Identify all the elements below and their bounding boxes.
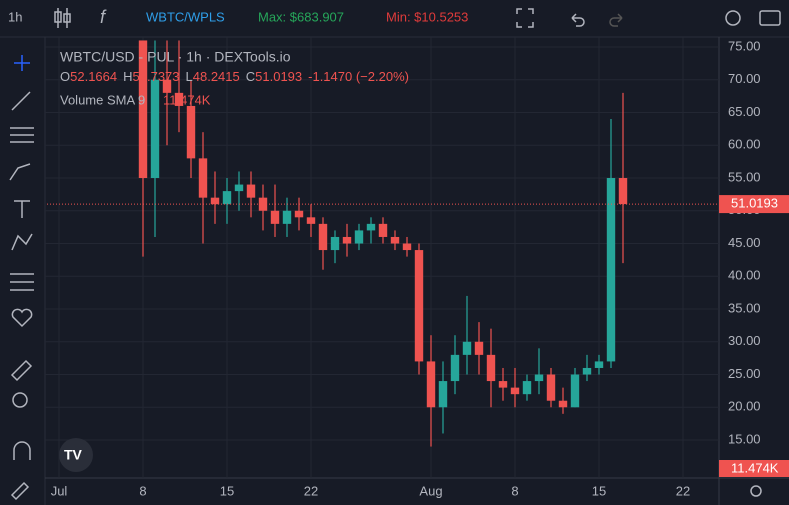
candle-body: [522, 381, 532, 395]
x-tick-label: 22: [304, 483, 318, 498]
volume-box: [719, 460, 789, 477]
y-tick-label: 30.00: [728, 333, 761, 348]
ohlc-legend: O52.1664 H53.7373 L48.2415 C51.0193 -1.1470 …: [60, 69, 409, 84]
volume-label: 11.474K: [731, 460, 779, 475]
candle-body: [510, 387, 520, 395]
x-tick-label: 8: [139, 483, 146, 498]
candle-body: [378, 223, 388, 237]
candle-body: [606, 178, 616, 362]
candle-body: [234, 184, 244, 192]
settings-icon[interactable]: [725, 10, 741, 26]
candle-body: [330, 236, 340, 251]
x-tick-label: Jul: [51, 483, 68, 498]
x-tick-label: 8: [511, 483, 518, 498]
y-tick-label: 60.00: [728, 137, 761, 152]
y-tick-label: 20.00: [728, 399, 761, 414]
tv-logo: TV: [59, 438, 93, 472]
candle-body: [318, 223, 328, 251]
y-tick-label: 40.00: [728, 268, 761, 283]
candles: [138, 40, 628, 447]
candle-body: [162, 79, 172, 93]
candle-body: [450, 354, 460, 382]
y-tick-label: 15.00: [728, 431, 761, 446]
candle-body: [174, 92, 184, 106]
last-price-label: 51.0193: [731, 196, 778, 211]
camera-icon[interactable]: [759, 10, 781, 26]
candle-body: [570, 374, 580, 408]
fullscreen-icon[interactable]: [516, 8, 534, 28]
candle-body: [546, 374, 556, 401]
y-tick-label: 75.00: [728, 38, 761, 53]
ohlc-value: 52.1664: [70, 69, 117, 84]
y-tick-label: 45.00: [728, 235, 761, 250]
candle-body: [498, 381, 508, 388]
candle-body: [342, 236, 352, 244]
candle-body: [558, 400, 568, 408]
left-toolbar[interactable]: [9, 55, 34, 501]
ohlc-key: C: [246, 69, 255, 84]
max-price: Max: $683.907: [258, 9, 344, 24]
candle-body: [402, 243, 412, 251]
indicators-icon[interactable]: f: [100, 7, 107, 27]
candle-body: [438, 381, 448, 408]
ohlc-key: L: [186, 69, 193, 84]
volume-legend-value: 11.474K: [163, 92, 211, 107]
candle-body: [354, 230, 364, 244]
x-tick-label: 15: [592, 483, 606, 498]
ohlc-change: -1.1470 (−2.20%): [308, 69, 409, 84]
candle-body: [294, 210, 304, 218]
undo-icon[interactable]: [571, 13, 585, 27]
y-tick-label: 35.00: [728, 300, 761, 315]
candle-body: [210, 197, 220, 205]
volume-legend-label: Volume SMA 9: [60, 92, 145, 107]
x-tick-label: Aug: [419, 483, 442, 498]
candle-body: [282, 210, 292, 224]
last-price-box: [719, 195, 789, 214]
redo-icon[interactable]: [609, 13, 623, 27]
candle-body: [594, 361, 604, 368]
axis-settings-icon[interactable]: [750, 485, 762, 497]
y-tick-label: 65.00: [728, 104, 761, 119]
ohlc-value: 48.2415: [193, 69, 240, 84]
candle-body: [390, 236, 400, 244]
candle-body: [222, 191, 232, 205]
y-tick-label: 25.00: [728, 366, 761, 381]
ohlc-key: H: [123, 69, 132, 84]
y-tick-label: 55.00: [728, 169, 761, 184]
ohlc-value: 53.7373: [133, 69, 180, 84]
candle-body: [534, 374, 544, 382]
candle-body: [426, 361, 436, 408]
interval[interactable]: 1h: [8, 9, 22, 24]
ohlc-key: O: [60, 69, 70, 84]
candle-body: [486, 354, 496, 382]
svg-text:TV: TV: [64, 447, 83, 463]
candle-body: [270, 210, 280, 224]
candle-body: [138, 40, 148, 179]
candle-body: [366, 223, 376, 231]
candle-body: [414, 250, 424, 362]
candle-body: [246, 184, 256, 198]
candle-body: [306, 217, 316, 224]
ohlc-value: 51.0193: [255, 69, 302, 84]
x-tick-label: 22: [676, 483, 690, 498]
candle-body: [186, 105, 196, 159]
candle-body: [462, 341, 472, 355]
min-price: Min: $10.5253: [386, 9, 468, 24]
candle-icon[interactable]: [54, 8, 71, 28]
candle-body: [618, 178, 628, 205]
candle-body: [474, 341, 484, 355]
y-tick-label: 70.00: [728, 71, 761, 86]
chart-title: WBTC/USD - PUL · 1h · DEXTools.io: [60, 49, 291, 65]
candle-body: [198, 158, 208, 198]
x-tick-label: 15: [220, 483, 234, 498]
pair[interactable]: WBTC/WPLS: [146, 9, 225, 24]
candle-body: [582, 367, 592, 375]
candle-body: [150, 79, 160, 179]
